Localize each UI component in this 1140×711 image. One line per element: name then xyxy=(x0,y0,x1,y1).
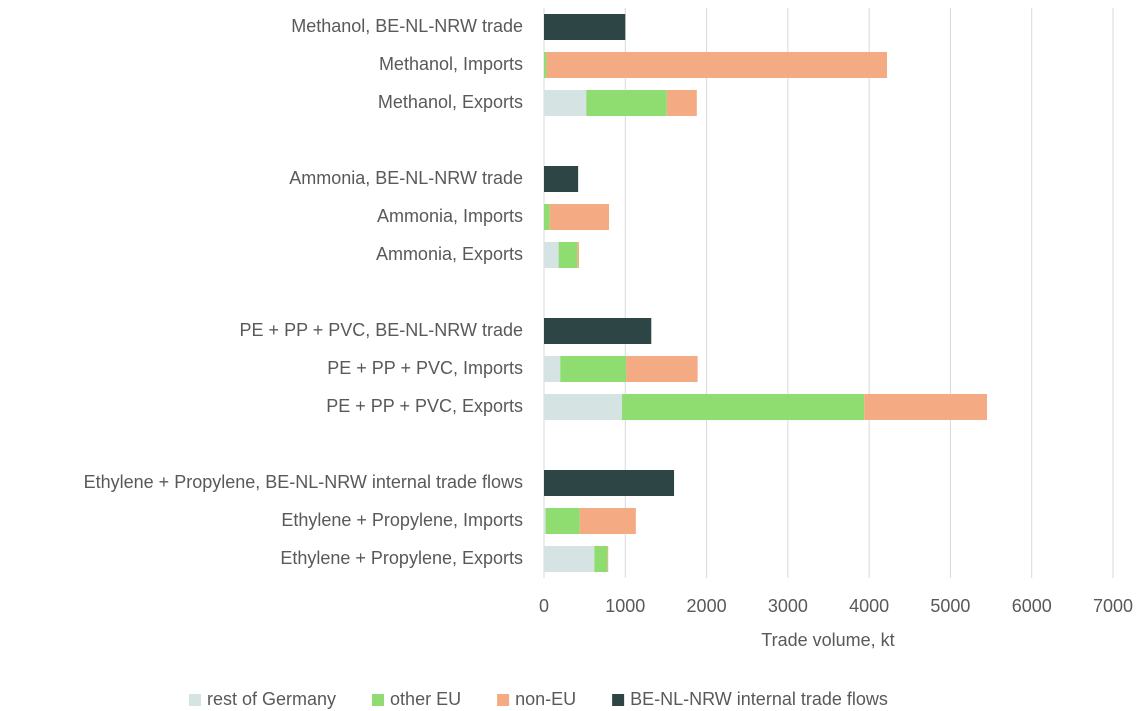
bar-segment xyxy=(626,356,698,382)
y-tick-label: Ethylene + Propylene, BE-NL-NRW internal… xyxy=(84,472,523,492)
legend-label: BE-NL-NRW internal trade flows xyxy=(630,689,888,709)
bar-segment xyxy=(549,204,610,230)
bar-segment xyxy=(544,546,595,572)
bar-segment xyxy=(666,90,697,116)
legend-label: non-EU xyxy=(515,689,576,709)
bar-segment xyxy=(560,356,627,382)
y-tick-label: Methanol, Imports xyxy=(379,54,523,74)
bar-segment xyxy=(544,52,547,78)
bar-segment xyxy=(544,394,623,420)
bar-segment xyxy=(544,90,587,116)
bar-segment xyxy=(544,508,546,534)
x-tick-label: 5000 xyxy=(930,596,970,616)
legend-label: other EU xyxy=(390,689,461,709)
bar-segment xyxy=(594,546,608,572)
bar-segment xyxy=(545,508,580,534)
legend-swatch xyxy=(372,694,385,706)
y-tick-label: Ammonia, Exports xyxy=(376,244,523,264)
bar-segment xyxy=(558,242,578,268)
bar-segment xyxy=(544,318,652,344)
y-tick-label: Ethylene + Propylene, Exports xyxy=(280,548,523,568)
x-tick-label: 4000 xyxy=(849,596,889,616)
y-tick-label: Methanol, BE-NL-NRW trade xyxy=(291,16,523,36)
x-tick-label: 0 xyxy=(539,596,549,616)
bar-segment xyxy=(544,204,550,230)
x-tick-label: 6000 xyxy=(1012,596,1052,616)
bar-segment xyxy=(864,394,988,420)
legend-swatch xyxy=(497,694,510,706)
y-tick-label: Methanol, Exports xyxy=(378,92,523,112)
y-tick-label: Ammonia, Imports xyxy=(377,206,523,226)
y-tick-label: Ammonia, BE-NL-NRW trade xyxy=(289,168,523,188)
x-tick-label: 7000 xyxy=(1093,596,1133,616)
y-tick-label: PE + PP + PVC, BE-NL-NRW trade xyxy=(240,320,523,340)
bar-segment xyxy=(544,356,561,382)
bar-segment xyxy=(579,508,636,534)
bar-segment xyxy=(544,242,559,268)
y-tick-label: PE + PP + PVC, Imports xyxy=(327,358,523,378)
legend-swatch xyxy=(612,694,625,706)
bar-segment xyxy=(577,242,579,268)
bar-segment xyxy=(544,470,675,496)
y-tick-label: Ethylene + Propylene, Imports xyxy=(281,510,523,530)
legend-swatch xyxy=(189,694,201,706)
legend-label: rest of Germany xyxy=(207,689,336,709)
x-tick-label: 3000 xyxy=(768,596,808,616)
x-tick-label: 1000 xyxy=(605,596,645,616)
bar-segment xyxy=(607,546,609,572)
bar-segment xyxy=(586,90,667,116)
x-axis-title: Trade volume, kt xyxy=(761,630,894,650)
bar-segment xyxy=(546,52,888,78)
y-tick-label: PE + PP + PVC, Exports xyxy=(326,396,523,416)
bar-segment xyxy=(622,394,865,420)
bar-segment xyxy=(544,166,579,192)
x-tick-label: 2000 xyxy=(687,596,727,616)
bar-segment xyxy=(544,14,626,40)
